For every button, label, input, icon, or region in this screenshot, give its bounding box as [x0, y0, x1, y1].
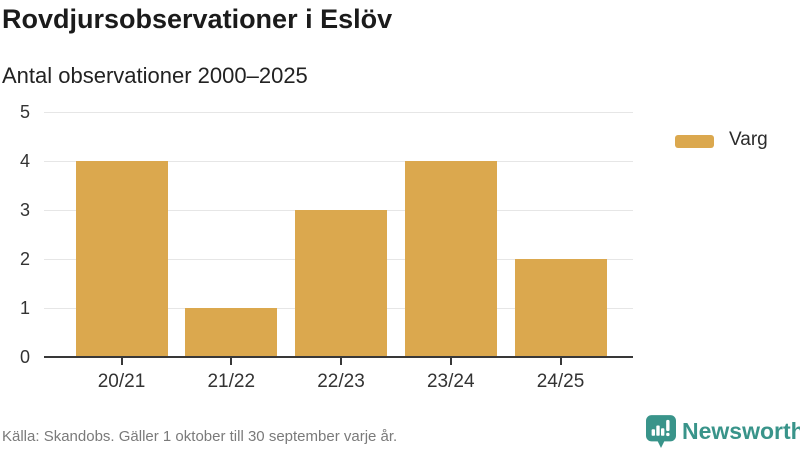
- x-axis-category-label: 22/23: [317, 371, 365, 392]
- y-axis-tick-label: 1: [19, 298, 30, 318]
- x-axis-category-label: 20/21: [97, 371, 146, 392]
- bar-24/25: [514, 259, 607, 357]
- chart-title: Rovdjursobservationer i Eslöv: [2, 4, 393, 34]
- y-gridline: [44, 111, 633, 113]
- y-axis-tick-label: 5: [19, 102, 30, 122]
- y-axis-tick-label: 0: [19, 347, 30, 367]
- x-axis-tick: [449, 358, 452, 365]
- newsworthy-wordmark: Newsworthy: [682, 418, 800, 444]
- newsworthy-brand: Newsworthy: [646, 415, 800, 449]
- bar-23/24: [404, 161, 497, 357]
- x-axis-tick: [340, 358, 342, 365]
- bar-20/21: [75, 161, 168, 357]
- bar-22/23: [295, 210, 387, 357]
- y-axis-tick-label: 4: [19, 151, 30, 171]
- legend-label: Varg: [729, 129, 768, 150]
- newsworthy-icon: [646, 415, 676, 448]
- legend-swatch-icon: [675, 134, 714, 148]
- y-axis-tick-label: 2: [19, 249, 30, 269]
- x-axis-tick: [559, 358, 562, 365]
- x-axis-category-label: 23/24: [426, 371, 475, 392]
- chart-subtitle: Antal observationer 2000–2025: [2, 63, 308, 88]
- x-axis-category-label: 24/25: [536, 371, 585, 392]
- legend: Varg: [675, 129, 768, 151]
- x-axis-tick: [230, 358, 233, 365]
- y-axis-tick-label: 3: [19, 200, 30, 220]
- x-axis-tick: [120, 358, 123, 365]
- x-axis-line: [44, 356, 633, 358]
- x-axis-category-label: 21/22: [207, 371, 256, 392]
- y-gridline: [44, 160, 633, 162]
- source-note: Källa: Skandobs. Gäller 1 oktober till 3…: [2, 428, 398, 445]
- bar-21/22: [185, 308, 278, 357]
